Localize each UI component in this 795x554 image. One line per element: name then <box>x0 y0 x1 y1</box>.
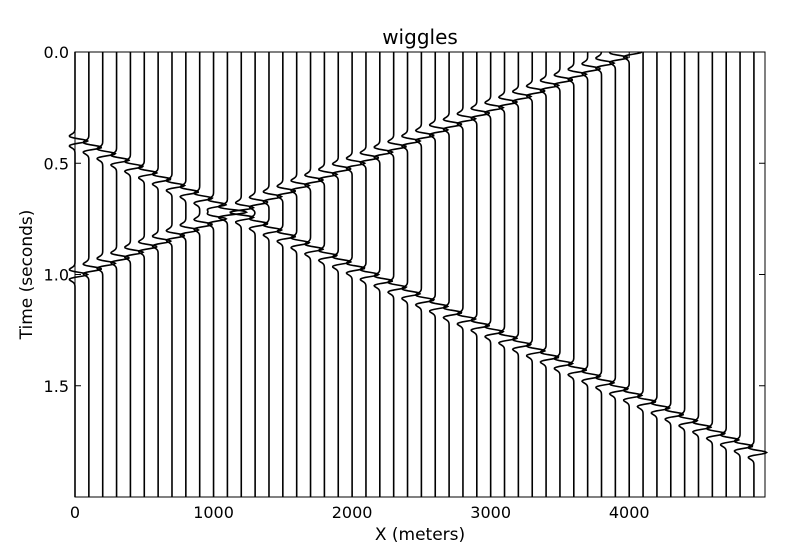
trace-45 <box>691 52 713 497</box>
trace-36 <box>567 52 588 497</box>
trace-29 <box>470 52 491 497</box>
trace-13 <box>248 52 269 497</box>
trace-31 <box>497 52 519 497</box>
trace-30 <box>484 52 505 497</box>
trace-3 <box>109 52 131 497</box>
trace-12 <box>229 52 256 497</box>
trace-23 <box>387 52 408 497</box>
trace-4 <box>123 52 145 497</box>
y-tick-label: 1.0 <box>44 266 69 285</box>
x-axis-label: X (meters) <box>375 525 465 545</box>
trace-14 <box>262 52 284 497</box>
trace-47 <box>719 52 741 497</box>
trace-22 <box>373 52 394 497</box>
trace-16 <box>290 52 311 497</box>
trace-35 <box>553 52 575 497</box>
trace-21 <box>359 52 381 497</box>
trace-11 <box>217 52 249 497</box>
trace-43 <box>664 52 685 497</box>
trace-32 <box>511 52 533 497</box>
trace-lines <box>68 51 769 497</box>
x-tick-label: 4000 <box>609 503 650 522</box>
trace-28 <box>456 52 478 497</box>
trace-49 <box>747 52 769 497</box>
chart-title: wiggles <box>382 25 458 49</box>
trace-44 <box>678 52 699 497</box>
x-tick-label: 1000 <box>193 503 234 522</box>
trace-2 <box>96 52 117 497</box>
x-tick-label: 3000 <box>470 503 511 522</box>
trace-25 <box>414 52 436 497</box>
trace-24 <box>400 52 422 497</box>
trace-5 <box>137 52 159 497</box>
trace-33 <box>525 52 547 497</box>
trace-9 <box>193 52 214 497</box>
trace-27 <box>442 52 463 497</box>
trace-34 <box>539 52 561 497</box>
trace-37 <box>581 52 602 497</box>
x-axis-ticks: 0 1000 2000 3000 4000 <box>70 52 650 522</box>
y-tick-label: 0.0 <box>44 43 69 62</box>
trace-17 <box>303 52 325 497</box>
trace-19 <box>331 52 353 497</box>
trace-20 <box>345 52 367 497</box>
trace-38 <box>594 51 616 497</box>
trace-41 <box>636 52 657 497</box>
x-tick-label: 0 <box>70 503 80 522</box>
trace-40 <box>622 51 644 497</box>
trace-15 <box>276 52 297 497</box>
trace-7 <box>165 52 187 497</box>
y-tick-label: 0.5 <box>44 154 69 173</box>
x-tick-label: 2000 <box>332 503 373 522</box>
trace-48 <box>733 52 754 497</box>
y-tick-label: 1.5 <box>44 377 69 396</box>
trace-26 <box>428 52 450 497</box>
plot-frame <box>74 51 766 498</box>
trace-46 <box>705 52 727 497</box>
trace-1 <box>82 52 103 497</box>
trace-8 <box>179 52 201 497</box>
trace-6 <box>151 52 173 497</box>
trace-18 <box>317 52 339 497</box>
trace-39 <box>608 51 630 497</box>
trace-42 <box>650 52 672 497</box>
y-axis-label: Time (seconds) <box>17 210 37 341</box>
trace-10 <box>206 52 228 497</box>
y-axis-ticks: 0.0 0.5 1.0 1.5 <box>44 43 765 396</box>
